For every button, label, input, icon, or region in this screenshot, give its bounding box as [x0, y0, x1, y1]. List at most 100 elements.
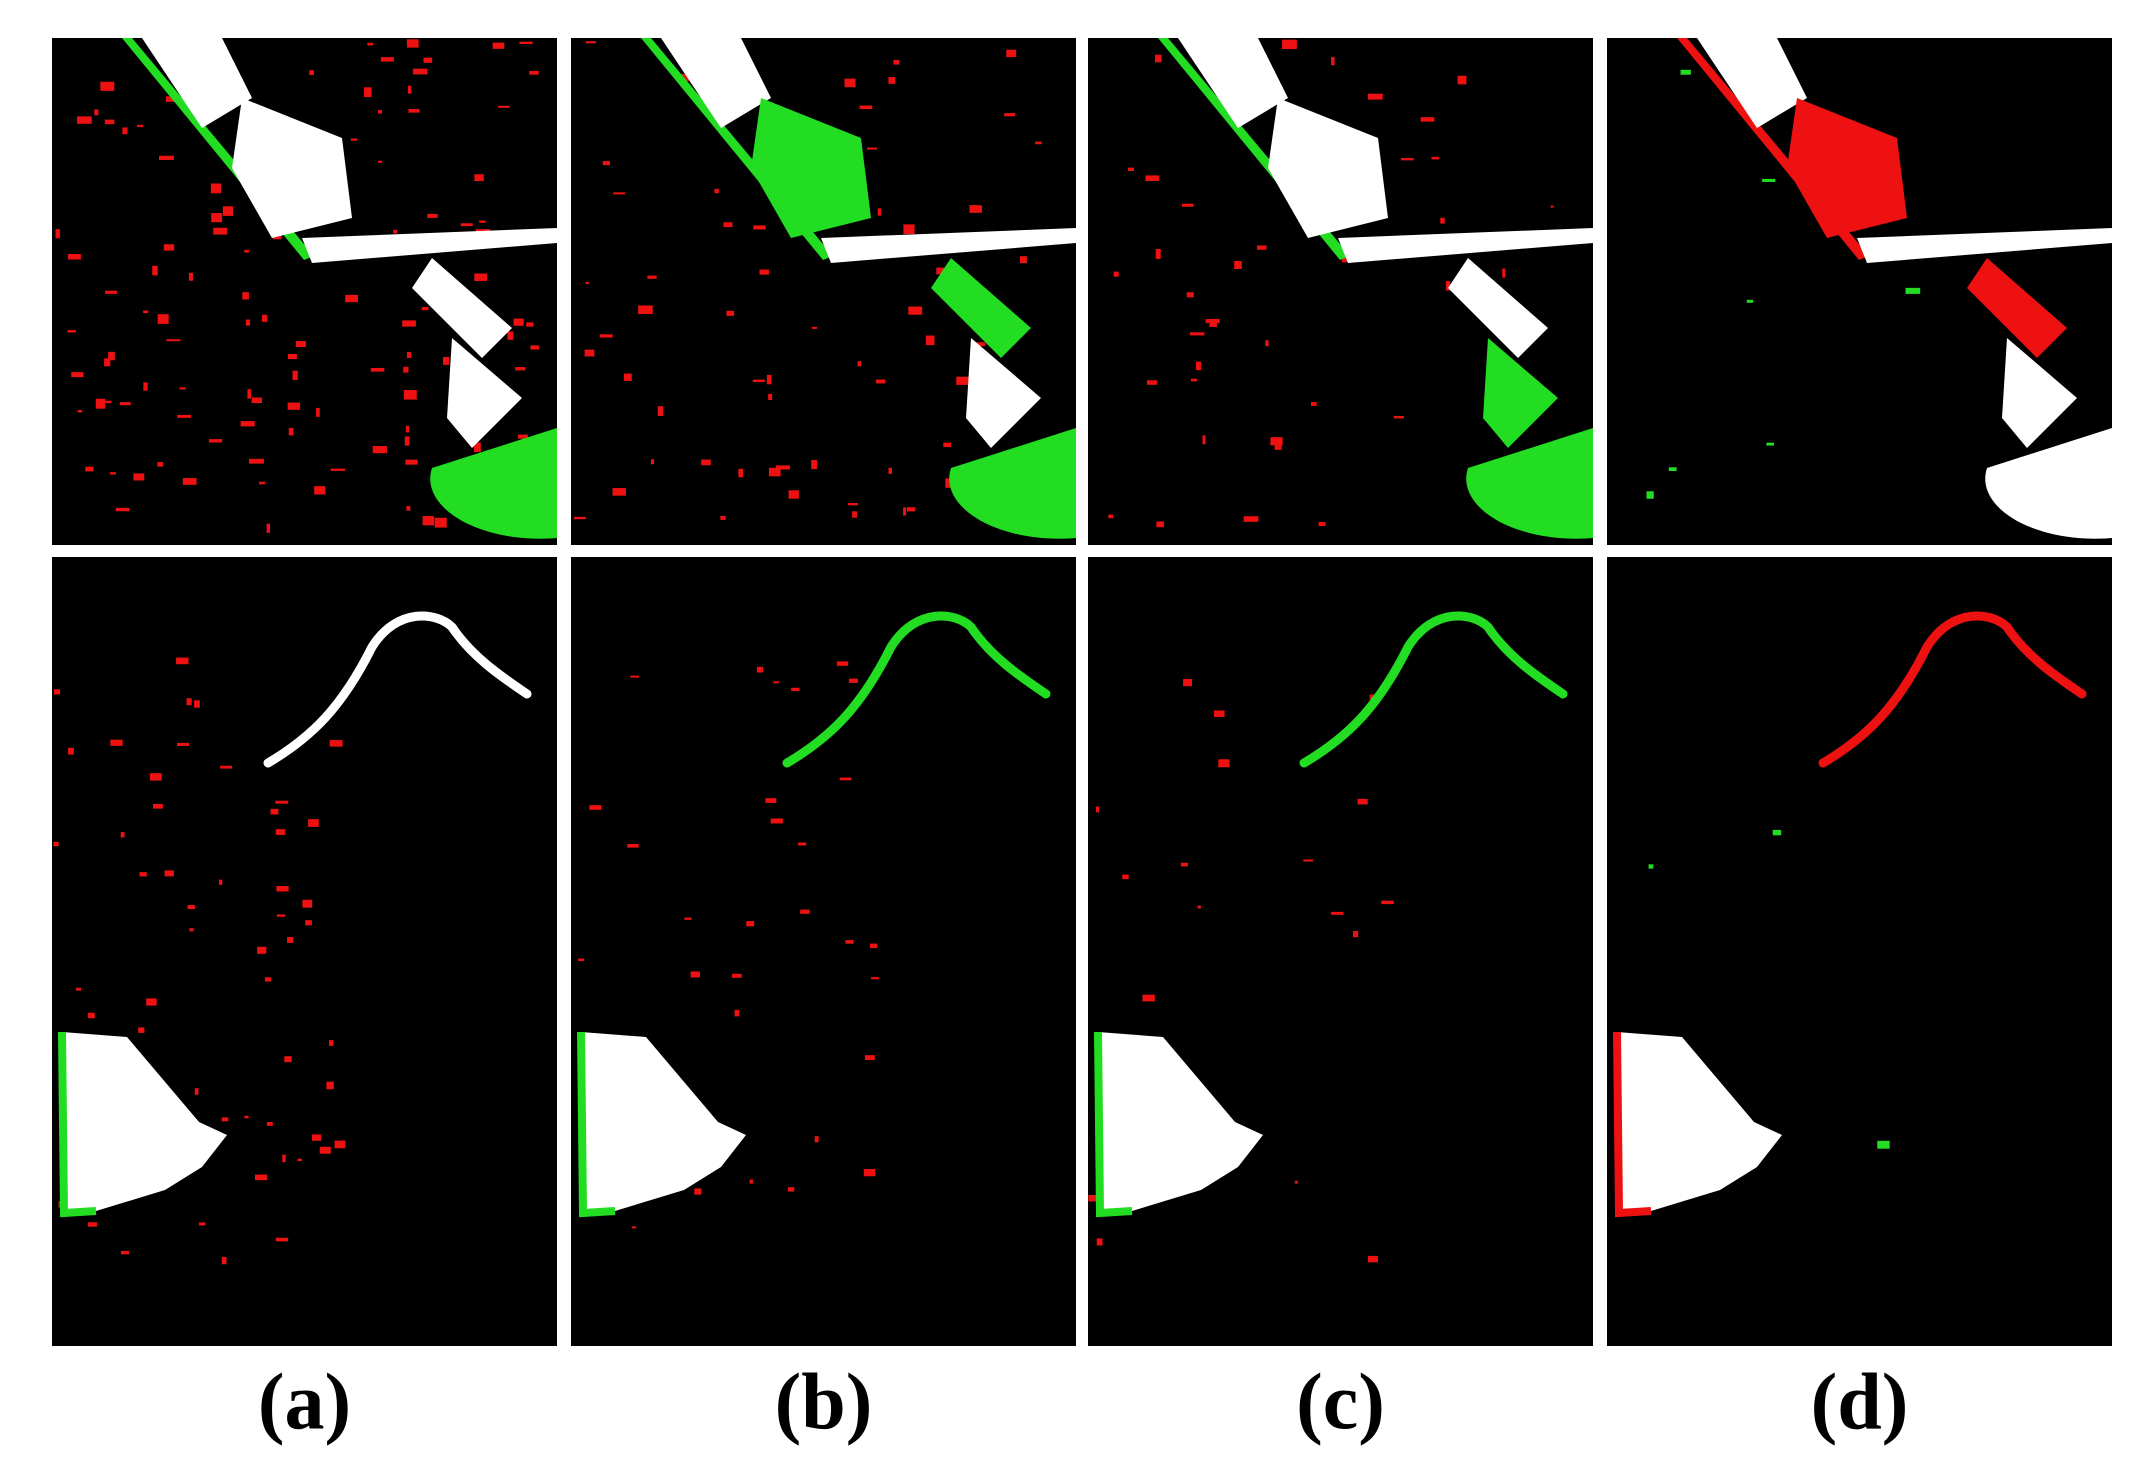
noise — [1202, 435, 1206, 445]
noise — [460, 223, 473, 227]
noise — [623, 373, 632, 381]
noise — [877, 208, 882, 216]
noise — [1256, 245, 1267, 250]
noise — [67, 330, 76, 333]
noise — [1762, 178, 1776, 182]
noise — [287, 353, 297, 360]
noise — [1122, 874, 1129, 880]
noise — [1367, 1255, 1378, 1263]
block — [232, 98, 352, 238]
noise — [474, 273, 488, 281]
noise — [434, 517, 447, 528]
top-panel — [1607, 38, 2112, 545]
noise — [1318, 522, 1326, 527]
noise — [179, 387, 186, 390]
noise — [612, 488, 627, 496]
noise — [749, 1179, 753, 1184]
noise — [1668, 467, 1677, 472]
noise — [426, 515, 432, 522]
noise — [296, 340, 306, 348]
noise — [329, 740, 343, 747]
noise — [334, 1140, 346, 1149]
panel-label: (a) — [258, 1358, 351, 1446]
noise — [1088, 1194, 1099, 1202]
noise — [270, 808, 279, 815]
noise — [105, 290, 118, 294]
noise — [393, 229, 398, 234]
noise — [630, 675, 639, 678]
noise — [176, 657, 189, 665]
noise — [164, 870, 174, 877]
noise — [759, 269, 769, 275]
noise — [585, 41, 597, 44]
noise — [326, 1081, 334, 1090]
noise — [1113, 271, 1119, 277]
noise — [518, 434, 528, 439]
triangle — [966, 338, 1041, 448]
noise — [104, 358, 111, 367]
noise — [1352, 931, 1359, 938]
noise — [77, 409, 83, 413]
noise — [1331, 911, 1344, 915]
noise — [903, 224, 915, 235]
noise — [108, 351, 115, 361]
noise — [1270, 437, 1283, 446]
noise — [1905, 287, 1921, 294]
noise — [1183, 678, 1192, 687]
bridge — [1857, 228, 2112, 263]
noise — [473, 442, 481, 453]
noise — [282, 1154, 286, 1163]
noise — [146, 998, 157, 1006]
noise — [221, 1117, 229, 1122]
noise — [1095, 806, 1100, 813]
noise — [1431, 156, 1440, 160]
noise — [372, 446, 388, 454]
noise — [788, 1187, 795, 1192]
triangle — [2002, 338, 2077, 448]
noise — [1440, 217, 1445, 224]
noise — [684, 917, 692, 920]
field-edge — [1094, 1031, 1133, 1218]
noise — [848, 678, 858, 683]
noise — [507, 331, 514, 340]
noise — [403, 390, 417, 400]
block — [1787, 98, 1907, 238]
noise — [1265, 340, 1269, 347]
river — [1818, 611, 2087, 768]
noise — [329, 1040, 334, 1046]
noise — [863, 1168, 876, 1177]
noise — [319, 1146, 331, 1154]
noise — [308, 819, 319, 827]
noise — [498, 105, 510, 108]
noise — [602, 161, 610, 166]
noise — [694, 1188, 702, 1195]
noise — [773, 681, 780, 684]
noise — [261, 314, 268, 322]
noise — [143, 310, 149, 314]
noise — [1004, 113, 1016, 117]
noise — [76, 116, 92, 124]
noise — [275, 800, 289, 804]
panel-bg — [571, 557, 1076, 1346]
noise — [973, 342, 986, 347]
noise — [198, 1222, 206, 1226]
noise — [222, 206, 234, 216]
noise — [149, 773, 162, 781]
noise — [1189, 332, 1205, 336]
field — [62, 1032, 227, 1213]
arc — [430, 428, 557, 539]
noise — [380, 57, 394, 62]
noise — [88, 1222, 98, 1227]
noise — [408, 108, 420, 113]
noise — [157, 314, 169, 324]
noise — [585, 282, 590, 285]
noise — [406, 351, 412, 359]
noise — [578, 958, 585, 961]
noise — [276, 914, 286, 917]
noise — [423, 57, 433, 63]
panel-bg — [52, 557, 557, 1346]
noise — [1156, 521, 1164, 528]
noise — [109, 472, 116, 475]
field — [1098, 1032, 1263, 1213]
noise — [189, 928, 194, 932]
